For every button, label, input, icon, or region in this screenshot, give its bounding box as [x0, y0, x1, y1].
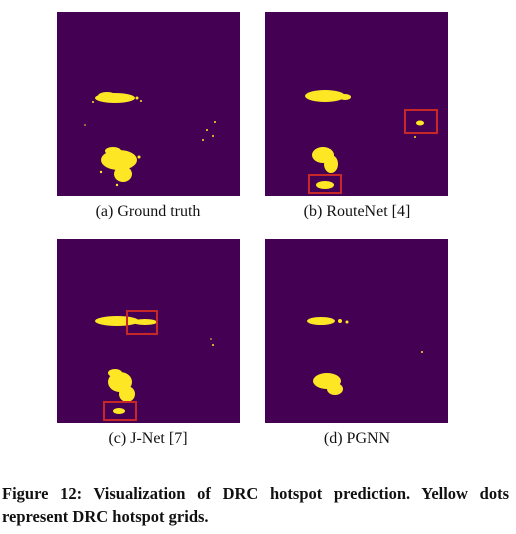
heatmap-jnet [57, 239, 240, 423]
heatmap-ground-truth [57, 12, 240, 196]
panel-caption: (c) J-Net [7] [108, 430, 188, 447]
panel-caption: (b) RouteNet [4] [303, 203, 411, 220]
panel-caption: (a) Ground truth [95, 203, 201, 220]
panel-caption: (d) PGNN [323, 430, 391, 447]
figure-caption: Figure 12: Visualization of DRC hotspot … [2, 484, 509, 526]
heatmap-pgnn [265, 239, 448, 423]
heatmap-routenet [265, 12, 448, 196]
